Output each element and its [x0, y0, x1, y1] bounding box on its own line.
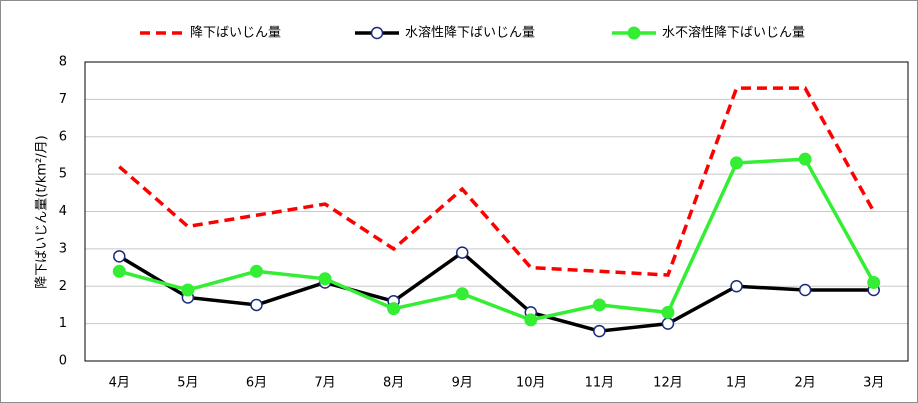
marker — [387, 302, 401, 316]
x-tick-label: 5月 — [177, 376, 198, 391]
x-tick-label: 7月 — [314, 376, 335, 391]
marker — [370, 26, 384, 40]
legend-label: 降下ばいじん量 — [190, 26, 281, 41]
x-tick-label: 4月 — [109, 376, 130, 391]
y-tick-label: 2 — [59, 279, 67, 294]
marker — [249, 264, 263, 278]
y-tick-label: 1 — [59, 316, 67, 331]
x-tick-label: 10月 — [516, 376, 546, 391]
y-tick-label: 7 — [59, 92, 67, 107]
legend-label: 水溶性降下ばいじん量 — [405, 26, 535, 41]
x-tick-label: 11月 — [585, 376, 615, 391]
x-tick-label: 9月 — [452, 376, 473, 391]
y-tick-label: 0 — [59, 354, 67, 369]
series-line — [118, 86, 876, 277]
y-tick-label: 3 — [59, 241, 67, 256]
x-tick-label: 2月 — [794, 376, 815, 391]
y-tick-label: 5 — [59, 167, 67, 182]
plot-border — [84, 61, 909, 362]
marker — [250, 298, 263, 312]
marker — [524, 313, 538, 327]
legend-label: 水不溶性降下ばいじん量 — [662, 26, 805, 41]
x-tick-label: 12月 — [653, 376, 683, 391]
series-line — [118, 250, 874, 333]
marker — [730, 156, 744, 170]
x-tick-label: 6月 — [246, 376, 267, 391]
marker — [798, 283, 812, 297]
series-line — [118, 157, 876, 322]
x-tick-label: 8月 — [383, 376, 404, 391]
marker — [661, 317, 675, 330]
x-tick-label: 3月 — [863, 376, 884, 391]
x-tick-label: 1月 — [726, 376, 747, 391]
marker — [455, 246, 469, 259]
marker — [661, 305, 675, 319]
y-tick-label: 8 — [59, 55, 67, 70]
marker — [113, 250, 126, 263]
y-tick-label: 4 — [59, 204, 67, 219]
marker — [592, 298, 606, 312]
marker — [455, 287, 469, 301]
marker — [627, 26, 641, 40]
marker — [593, 324, 606, 338]
marker — [112, 264, 126, 278]
marker — [798, 152, 812, 166]
y-axis-label: 降下ばいじん量(t/km²/月) — [35, 135, 50, 288]
marker — [181, 283, 195, 297]
marker — [867, 276, 881, 290]
y-tick-label: 6 — [59, 129, 67, 144]
marker — [730, 280, 743, 293]
marker — [318, 272, 332, 286]
